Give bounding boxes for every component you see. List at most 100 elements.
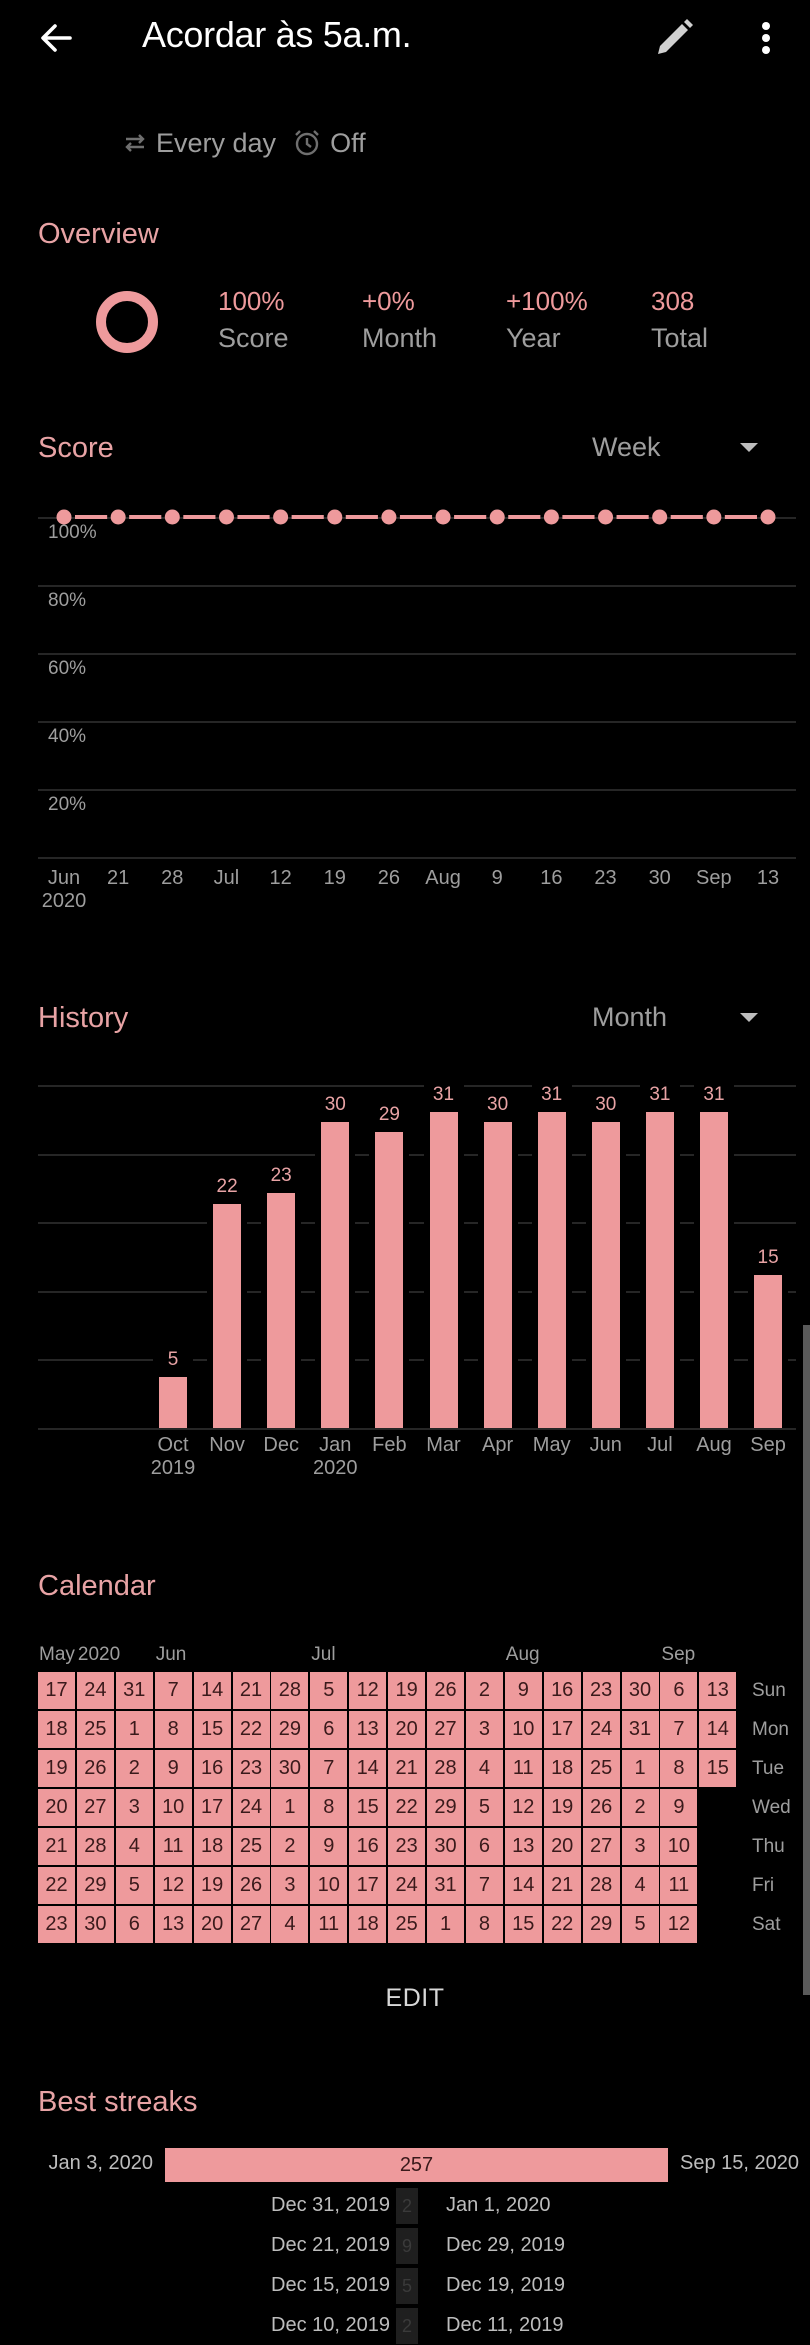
calendar-day-cell[interactable]: 28 bbox=[582, 1867, 620, 1904]
calendar-day-cell[interactable]: 2 bbox=[271, 1828, 309, 1865]
calendar-day-cell[interactable]: 9 bbox=[154, 1750, 192, 1787]
calendar-day-cell[interactable]: 28 bbox=[76, 1828, 114, 1865]
calendar-day-cell[interactable]: 2 bbox=[115, 1750, 153, 1787]
calendar-day-cell[interactable]: 22 bbox=[232, 1711, 270, 1748]
calendar-day-cell[interactable]: 16 bbox=[543, 1672, 581, 1709]
calendar-day-cell[interactable]: 10 bbox=[504, 1711, 542, 1748]
calendar-day-cell[interactable]: 17 bbox=[543, 1711, 581, 1748]
calendar-day-cell[interactable]: 30 bbox=[621, 1672, 659, 1709]
calendar-day-cell[interactable]: 7 bbox=[465, 1867, 503, 1904]
calendar-day-cell[interactable]: 27 bbox=[76, 1789, 114, 1826]
calendar-day-cell[interactable]: 29 bbox=[427, 1789, 464, 1826]
calendar-day-cell[interactable]: 13 bbox=[504, 1828, 542, 1865]
calendar-day-cell[interactable]: 6 bbox=[660, 1672, 698, 1709]
calendar-day-cell[interactable]: 3 bbox=[621, 1828, 659, 1865]
calendar-day-cell[interactable]: 3 bbox=[115, 1789, 153, 1826]
calendar-day-cell[interactable]: 21 bbox=[543, 1867, 581, 1904]
calendar-day-cell[interactable]: 18 bbox=[38, 1711, 75, 1748]
calendar-day-cell[interactable]: 5 bbox=[621, 1906, 659, 1943]
calendar-day-cell[interactable]: 5 bbox=[115, 1867, 153, 1904]
calendar-day-cell[interactable]: 4 bbox=[621, 1867, 659, 1904]
calendar-day-cell[interactable]: 7 bbox=[310, 1750, 348, 1787]
calendar-day-cell[interactable]: 22 bbox=[388, 1789, 426, 1826]
calendar-day-cell[interactable]: 31 bbox=[115, 1672, 153, 1709]
calendar-day-cell[interactable]: 4 bbox=[465, 1750, 503, 1787]
calendar-day-cell[interactable]: 24 bbox=[582, 1711, 620, 1748]
calendar-day-cell[interactable]: 2 bbox=[465, 1672, 503, 1709]
calendar-day-cell[interactable]: 16 bbox=[193, 1750, 231, 1787]
calendar-day-cell[interactable]: 23 bbox=[232, 1750, 270, 1787]
calendar-day-cell[interactable]: 8 bbox=[660, 1750, 698, 1787]
calendar-day-cell[interactable]: 3 bbox=[465, 1711, 503, 1748]
calendar-day-cell[interactable]: 19 bbox=[388, 1672, 426, 1709]
calendar-day-cell[interactable]: 15 bbox=[504, 1906, 542, 1943]
calendar-day-cell[interactable]: 23 bbox=[388, 1828, 426, 1865]
calendar-day-cell[interactable]: 30 bbox=[76, 1906, 114, 1943]
calendar-day-cell[interactable]: 7 bbox=[154, 1672, 192, 1709]
calendar-day-cell[interactable]: 15 bbox=[349, 1789, 387, 1826]
calendar-day-cell[interactable]: 10 bbox=[310, 1867, 348, 1904]
calendar-day-cell[interactable]: 31 bbox=[427, 1867, 464, 1904]
calendar-day-cell[interactable]: 28 bbox=[427, 1750, 464, 1787]
calendar-day-cell[interactable]: 29 bbox=[76, 1867, 114, 1904]
calendar-day-cell[interactable]: 24 bbox=[76, 1672, 114, 1709]
calendar-day-cell[interactable]: 26 bbox=[232, 1867, 270, 1904]
calendar-day-cell[interactable]: 26 bbox=[76, 1750, 114, 1787]
calendar-day-cell[interactable]: 7 bbox=[660, 1711, 698, 1748]
calendar-day-cell[interactable]: 18 bbox=[543, 1750, 581, 1787]
calendar-day-cell[interactable]: 5 bbox=[465, 1789, 503, 1826]
calendar-day-cell[interactable]: 27 bbox=[427, 1711, 464, 1748]
calendar-day-cell[interactable]: 12 bbox=[349, 1672, 387, 1709]
calendar-edit-button[interactable]: EDIT bbox=[385, 1984, 445, 2012]
calendar-day-cell[interactable]: 18 bbox=[193, 1828, 231, 1865]
more-vert-icon[interactable] bbox=[750, 16, 782, 60]
calendar-day-cell[interactable]: 8 bbox=[310, 1789, 348, 1826]
calendar-day-cell[interactable]: 25 bbox=[388, 1906, 426, 1943]
calendar-day-cell[interactable]: 22 bbox=[38, 1867, 75, 1904]
calendar-day-cell[interactable]: 29 bbox=[582, 1906, 620, 1943]
calendar-day-cell[interactable]: 1 bbox=[115, 1711, 153, 1748]
calendar-day-cell[interactable]: 10 bbox=[660, 1828, 698, 1865]
calendar-day-cell[interactable]: 19 bbox=[543, 1789, 581, 1826]
calendar-day-cell[interactable]: 21 bbox=[38, 1828, 75, 1865]
calendar-day-cell[interactable]: 14 bbox=[504, 1867, 542, 1904]
pencil-icon[interactable] bbox=[652, 16, 696, 60]
calendar-day-cell[interactable]: 21 bbox=[388, 1750, 426, 1787]
calendar-day-cell[interactable]: 1 bbox=[427, 1906, 464, 1943]
calendar-day-cell[interactable]: 4 bbox=[271, 1906, 309, 1943]
calendar-day-cell[interactable]: 15 bbox=[193, 1711, 231, 1748]
calendar-day-cell[interactable]: 2 bbox=[621, 1789, 659, 1826]
calendar-day-cell[interactable]: 17 bbox=[349, 1867, 387, 1904]
calendar-day-cell[interactable]: 11 bbox=[154, 1828, 192, 1865]
calendar-day-cell[interactable]: 19 bbox=[38, 1750, 75, 1787]
calendar-day-cell[interactable]: 9 bbox=[504, 1672, 542, 1709]
calendar-day-cell[interactable]: 17 bbox=[193, 1789, 231, 1826]
calendar-day-cell[interactable]: 26 bbox=[427, 1672, 464, 1709]
scrollbar[interactable] bbox=[803, 1325, 810, 1995]
score-period-dropdown[interactable]: Week bbox=[592, 432, 758, 463]
calendar-day-cell[interactable]: 30 bbox=[427, 1828, 464, 1865]
calendar-day-cell[interactable]: 19 bbox=[193, 1867, 231, 1904]
calendar-day-cell[interactable]: 20 bbox=[543, 1828, 581, 1865]
calendar-day-cell[interactable]: 11 bbox=[660, 1867, 698, 1904]
calendar-day-cell[interactable]: 26 bbox=[582, 1789, 620, 1826]
calendar-day-cell[interactable]: 30 bbox=[271, 1750, 309, 1787]
calendar-day-cell[interactable]: 9 bbox=[660, 1789, 698, 1826]
calendar-day-cell[interactable]: 13 bbox=[154, 1906, 192, 1943]
calendar-day-cell[interactable]: 12 bbox=[154, 1867, 192, 1904]
calendar-day-cell[interactable]: 8 bbox=[465, 1906, 503, 1943]
calendar-day-cell[interactable]: 12 bbox=[504, 1789, 542, 1826]
calendar-day-cell[interactable]: 13 bbox=[349, 1711, 387, 1748]
calendar-day-cell[interactable]: 16 bbox=[349, 1828, 387, 1865]
calendar-day-cell[interactable]: 27 bbox=[232, 1906, 270, 1943]
calendar-day-cell[interactable]: 20 bbox=[388, 1711, 426, 1748]
calendar-day-cell[interactable]: 31 bbox=[621, 1711, 659, 1748]
calendar-day-cell[interactable]: 10 bbox=[154, 1789, 192, 1826]
calendar-day-cell[interactable]: 1 bbox=[271, 1789, 309, 1826]
calendar-day-cell[interactable]: 20 bbox=[38, 1789, 75, 1826]
calendar-day-cell[interactable]: 4 bbox=[115, 1828, 153, 1865]
calendar-day-cell[interactable]: 8 bbox=[154, 1711, 192, 1748]
calendar-day-cell[interactable]: 18 bbox=[349, 1906, 387, 1943]
calendar-day-cell[interactable]: 21 bbox=[232, 1672, 270, 1709]
calendar-day-cell[interactable]: 25 bbox=[76, 1711, 114, 1748]
